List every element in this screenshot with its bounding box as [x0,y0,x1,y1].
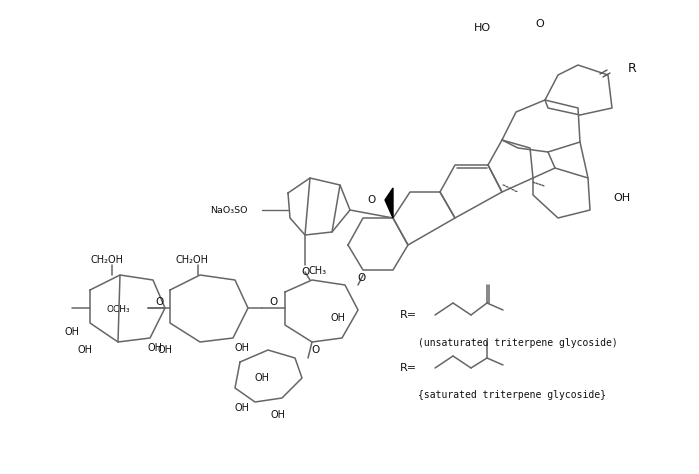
Text: R: R [628,62,636,74]
Text: {saturated triterpene glycoside}: {saturated triterpene glycoside} [418,390,606,400]
Text: O: O [358,273,366,283]
Text: R=: R= [400,363,417,373]
Text: CH₃: CH₃ [309,266,327,276]
Text: OH: OH [234,403,250,413]
Text: OH: OH [234,343,250,353]
Polygon shape [385,188,393,218]
Text: R=: R= [400,310,417,320]
Text: CH₂OH: CH₂OH [175,255,208,265]
Text: OH: OH [331,313,345,323]
Text: (unsaturated triterpene glycoside): (unsaturated triterpene glycoside) [418,338,618,348]
Text: O: O [535,19,545,29]
Text: OH: OH [147,343,162,353]
Text: O: O [155,297,163,307]
Text: OH: OH [64,327,80,337]
Text: OH: OH [157,345,173,355]
Text: OH: OH [614,193,630,203]
Text: OH: OH [271,410,285,420]
Text: HO: HO [473,23,491,33]
Text: CH₂OH: CH₂OH [90,255,124,265]
Text: OH: OH [78,345,92,355]
Text: O: O [368,195,376,205]
Text: OCH₃: OCH₃ [106,306,130,315]
Text: NaO₃SO: NaO₃SO [210,206,248,215]
Text: O: O [311,345,319,355]
Text: OH: OH [254,373,270,383]
Text: O: O [269,297,277,307]
Text: O: O [301,267,309,277]
